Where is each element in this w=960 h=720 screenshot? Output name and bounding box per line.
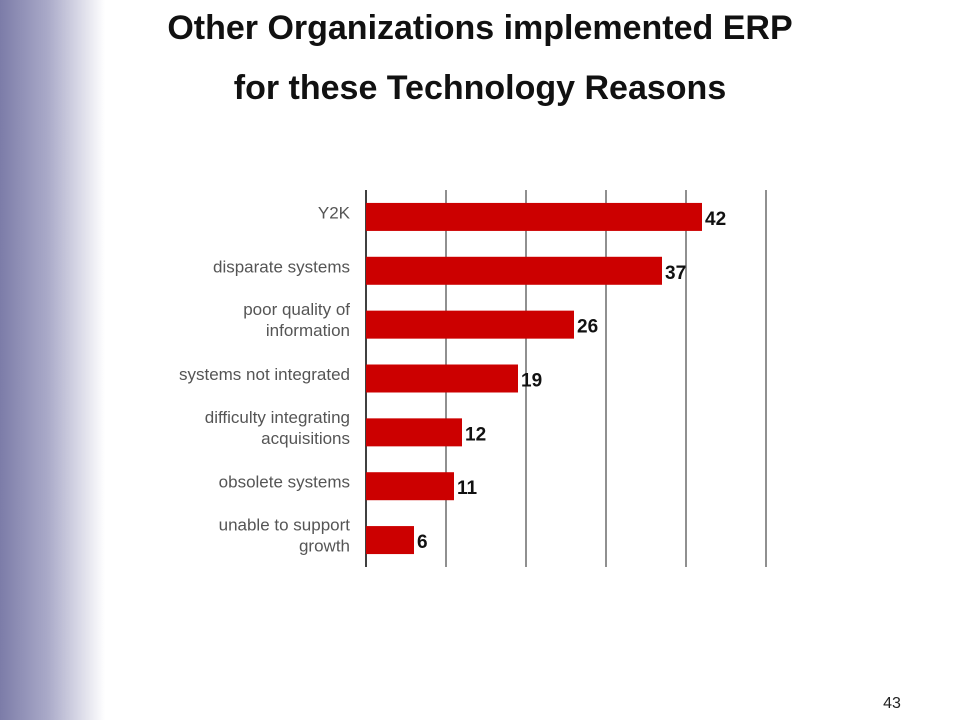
- value-label: 26: [577, 317, 598, 338]
- y-tick-label: obsolete systems: [219, 473, 350, 492]
- value-label: 19: [521, 371, 542, 392]
- y-tick-label: disparate systems: [213, 257, 350, 276]
- bar: [366, 364, 518, 393]
- y-tick-label: systems not integrated: [179, 365, 350, 384]
- chart-title: Other Organizations implemented ERP for t…: [167, 9, 792, 107]
- slide-number: 43: [883, 695, 901, 712]
- y-tick-label: difficulty integrating acquisitions: [205, 408, 350, 448]
- value-label: 37: [665, 263, 686, 284]
- value-label: 42: [705, 209, 726, 230]
- side-band: [0, 0, 105, 720]
- value-label: 6: [417, 532, 428, 553]
- bar: [366, 472, 454, 501]
- y-tick-label: unable to support growth: [219, 516, 351, 556]
- y-tick-label: poor quality of information: [243, 301, 350, 341]
- bar: [366, 526, 414, 555]
- value-label: 12: [465, 424, 486, 445]
- y-tick-label: Y2K: [318, 203, 351, 222]
- bar: [366, 310, 574, 339]
- bar: [366, 418, 462, 447]
- bar: [366, 202, 702, 231]
- bar: [366, 256, 662, 285]
- value-label: 11: [457, 478, 478, 499]
